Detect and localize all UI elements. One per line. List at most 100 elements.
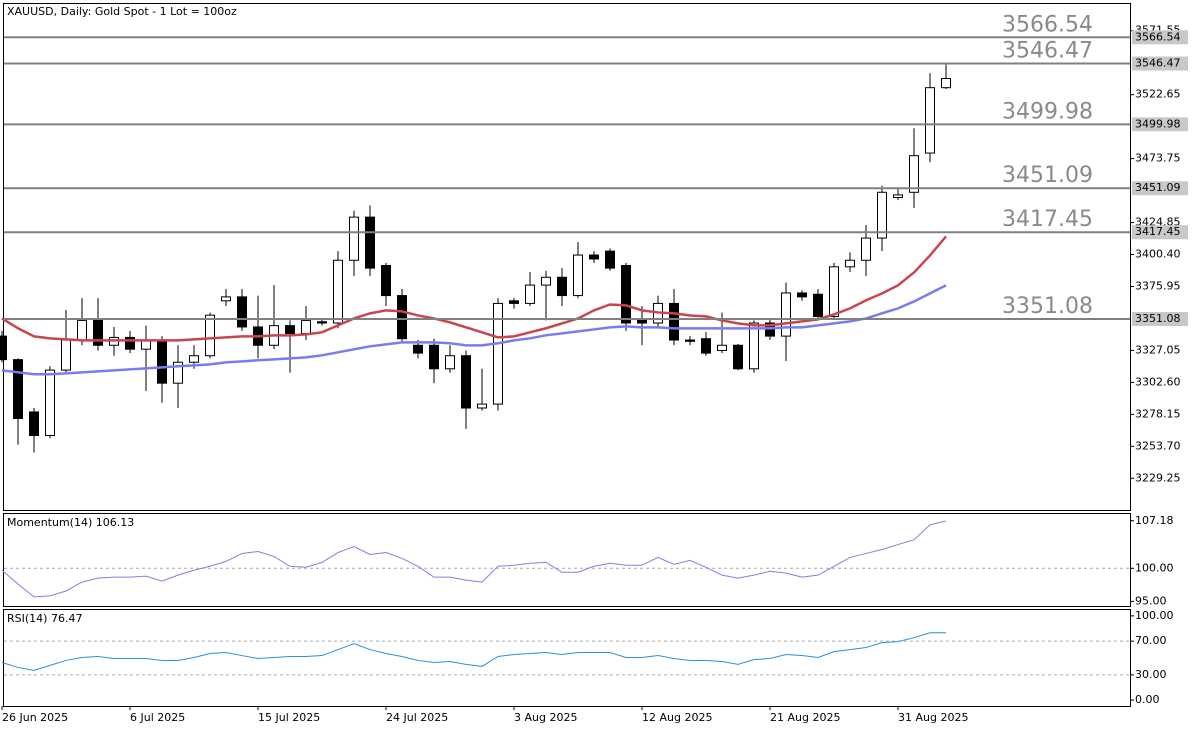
momentum-panel [3, 513, 1131, 607]
candle-body [941, 78, 951, 89]
y-tick-label: 107.18 [1135, 514, 1174, 527]
candle-body [573, 254, 583, 297]
candle-body [29, 411, 39, 436]
indicator-title: RSI(14) 76.47 [7, 612, 82, 625]
candle-body [157, 339, 167, 384]
price-panel [3, 3, 1131, 511]
rsi-panel [3, 609, 1131, 707]
candle-body [605, 250, 615, 269]
level-badge-label: 3417.45 [1135, 225, 1181, 238]
x-tick-label: 31 Aug 2025 [898, 711, 968, 724]
candle-body [909, 155, 919, 193]
candle-body [445, 355, 455, 370]
level-badge [1132, 312, 1188, 327]
candle-body [461, 355, 471, 409]
candle-body [861, 237, 871, 261]
candle-body [701, 338, 711, 354]
level-badge-label: 3451.09 [1135, 181, 1181, 194]
level-badge [1132, 117, 1188, 132]
candle-body [205, 314, 215, 357]
y-tick-label: 100.00 [1135, 561, 1174, 574]
y-tick-label: 3375.95 [1135, 279, 1181, 292]
y-tick-label: 3302.60 [1135, 375, 1181, 388]
candle-body [285, 325, 295, 334]
candle-body [365, 216, 375, 269]
x-tick-label: 12 Aug 2025 [642, 711, 712, 724]
level-badge-label: 3546.47 [1135, 57, 1181, 70]
chart-title: XAUUSD, Daily: Gold Spot - 1 Lot = 100oz [7, 5, 237, 18]
moving-average [1, 235, 947, 342]
candle-body [493, 302, 503, 405]
candle-body [381, 264, 391, 297]
candle-body [733, 344, 743, 370]
y-tick-label: 30.00 [1135, 668, 1167, 681]
y-tick-label: 3327.05 [1135, 343, 1181, 356]
indicator-title: Momentum(14) 106.13 [7, 516, 134, 529]
candle-body [685, 339, 695, 342]
level-label: 3351.08 [1002, 294, 1093, 319]
candle-body [301, 319, 311, 334]
level-label: 3566.54 [1002, 12, 1093, 37]
y-tick-label: 3229.25 [1135, 471, 1181, 484]
y-tick-label: 3522.65 [1135, 88, 1181, 101]
candle-body [61, 339, 71, 371]
candle-body [93, 319, 103, 346]
y-tick-label: 3400.40 [1135, 248, 1181, 261]
candle-body [0, 335, 7, 361]
x-tick-label: 21 Aug 2025 [770, 711, 840, 724]
level-badge-label: 3351.08 [1135, 312, 1181, 325]
candle-body [13, 359, 23, 419]
candle-body [189, 355, 199, 363]
candle-body [925, 87, 935, 154]
indicator-line [1, 520, 947, 598]
candle-body [749, 322, 759, 370]
candle-body [317, 321, 327, 324]
candle-body [893, 194, 903, 199]
candle-body [509, 300, 519, 304]
candle-body [797, 292, 807, 298]
level-badge [1132, 30, 1188, 45]
candle-body [877, 191, 887, 239]
candle-body [557, 276, 567, 297]
level-badge [1132, 181, 1188, 196]
y-tick-label: 3473.75 [1135, 152, 1181, 165]
x-tick-label: 24 Jul 2025 [386, 711, 448, 724]
level-label: 3499.98 [1002, 99, 1093, 124]
x-tick-label: 26 Jun 2025 [2, 711, 68, 724]
candle-body [429, 344, 439, 370]
candle-body [221, 296, 231, 302]
candle-body [637, 319, 647, 324]
x-tick-label: 6 Jul 2025 [130, 711, 185, 724]
candle-body [477, 403, 487, 409]
x-tick-label: 15 Jul 2025 [258, 711, 320, 724]
level-label: 3451.09 [1002, 163, 1093, 188]
level-badge [1132, 225, 1188, 240]
candle-body [669, 302, 679, 341]
candle-body [717, 344, 727, 351]
level-label: 3417.45 [1002, 207, 1093, 232]
moving-average [1, 284, 947, 376]
y-tick-label: 100.00 [1135, 609, 1174, 622]
y-tick-label: 70.00 [1135, 634, 1167, 647]
y-tick-label: 3278.15 [1135, 407, 1181, 420]
y-tick-label: 3253.70 [1135, 439, 1181, 452]
candle-body [525, 284, 535, 304]
y-tick-label: 95.00 [1135, 594, 1167, 607]
level-label: 3546.47 [1002, 39, 1093, 64]
candle-body [173, 361, 183, 384]
level-badge-label: 3566.54 [1135, 30, 1181, 43]
candle-body [413, 344, 423, 354]
candle-body [813, 293, 823, 317]
candle-body [125, 336, 135, 350]
candle-body [781, 292, 791, 337]
candle-body [333, 259, 343, 324]
candle-body [45, 369, 55, 436]
candle-body [349, 216, 359, 261]
level-badge-label: 3499.98 [1135, 117, 1181, 130]
candle-body [845, 259, 855, 268]
candle-body [541, 276, 551, 286]
candle-body [621, 264, 631, 324]
candle-body [397, 295, 407, 340]
indicator-line [1, 632, 946, 671]
candle-body [589, 254, 599, 260]
